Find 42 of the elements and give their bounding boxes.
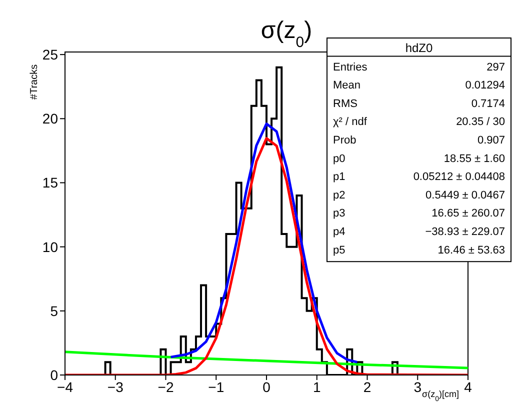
annotation: Entries	[333, 61, 368, 74]
text: 0.7174	[471, 98, 505, 110]
annotation: 0.5449 ± 0.0467	[426, 189, 505, 202]
annotation: 16.65 ± 260.07	[432, 208, 505, 220]
y-tick-label: 25	[42, 46, 58, 63]
x-axis-title: σ(z$_{0}$)[cm]	[422, 389, 459, 402]
x-tick-label: 0	[262, 378, 271, 395]
x-tick-label: −2	[158, 378, 174, 395]
annotation: −38.93 ± 229.07	[425, 226, 505, 238]
annotation: 0.05212 ± 0.04408	[413, 171, 505, 184]
y-axis-title: #Tracks	[29, 64, 40, 100]
text: 297	[486, 61, 505, 74]
line-series	[65, 350, 468, 370]
x-tick-label: −3	[107, 378, 124, 395]
x-tick-label: −4	[57, 378, 74, 395]
annotation: 0.01294	[465, 80, 505, 92]
y-tick-label: 15	[42, 174, 58, 191]
annotation: p5	[333, 244, 346, 256]
annotation: p1	[333, 171, 346, 184]
text: 0.907	[477, 134, 505, 146]
chart-title: σ(z$_{0}$)	[260, 17, 312, 50]
y-tick-label: 10	[42, 238, 58, 255]
y-tick-label: 5	[50, 302, 58, 319]
x-tick-label: 2	[363, 378, 372, 395]
annotation: Prob	[333, 134, 356, 146]
y-tick-label: 0	[50, 366, 58, 383]
x-tick-label: 4	[464, 378, 472, 395]
x-tick-label: 3	[414, 378, 422, 395]
x-tick-label: 1	[312, 378, 321, 395]
annotation: Mean	[333, 80, 361, 92]
x-tick-label: −1	[208, 378, 224, 395]
annotation: p2	[333, 189, 346, 202]
annotation: 20.35 / 30	[456, 116, 505, 128]
annotation: p3	[333, 208, 346, 220]
y-tick-label: 20	[42, 110, 58, 127]
annotation: RMS	[333, 98, 358, 110]
annotation: p0	[333, 152, 346, 165]
annotation: 18.55 ± 1.60	[444, 152, 505, 165]
annotation: χ² / ndf	[333, 116, 368, 128]
annotation: 16.46 ± 53.63	[438, 244, 505, 256]
annotation: hdZ0	[405, 41, 433, 55]
annotation: p4	[333, 226, 346, 238]
